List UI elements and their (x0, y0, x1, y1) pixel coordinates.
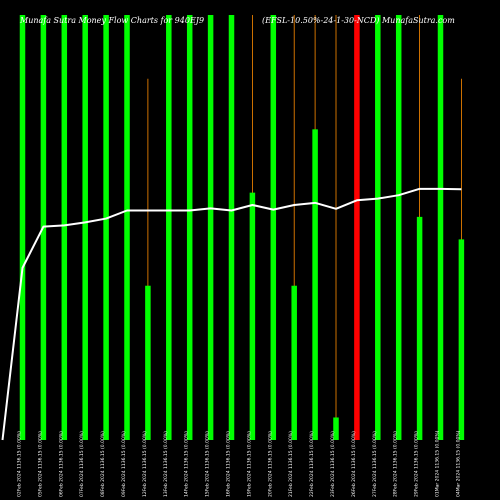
x-tick-label: 27Feb 2024 1136.15 (0.00%) (372, 431, 378, 497)
x-tick-label: 29Feb 2024 1136.15 (0.00%) (414, 431, 420, 497)
chart-bar (437, 15, 444, 440)
x-tick-label: 12Feb 2024 1136.15 (0.00%) (142, 431, 148, 497)
x-axis-labels: 02Feb 2024 1136.15 (0.00%) 05Feb 2024 113… (17, 430, 462, 497)
chart-bar (124, 15, 130, 440)
bars-layer (19, 15, 465, 440)
x-tick-label: 02Feb 2024 1136.15 (0.00%) (17, 431, 23, 497)
chart-bar (61, 15, 68, 440)
x-tick-label: 26Feb 2024 1136.15 (0.00%) (351, 431, 357, 497)
chart-bar (207, 15, 214, 440)
x-tick-label: 22Feb 2024 1136.15 (0.00%) (309, 431, 315, 497)
x-tick-label: 07Feb 2024 1136.15 (0.00%) (79, 431, 85, 497)
x-tick-label: 21Feb 2024 1136.15 (0.00%) (288, 431, 294, 497)
chart-bar (103, 15, 109, 440)
chart-title-right: (EFSL-10.50%-24-1-30-NCD) MunafaSutra.co… (262, 16, 455, 25)
chart-bar (333, 417, 339, 440)
chart-bar (375, 15, 381, 440)
money-flow-line (1, 187, 462, 441)
chart-bar (186, 15, 193, 440)
x-tick-label: 23Feb 2024 1136.15 (0.00%) (330, 431, 336, 497)
x-tick-label: 08Feb 2024 1136.15 (0.00%) (100, 431, 106, 497)
chart-bar (416, 216, 423, 440)
x-tick-label: 04Mar 2024 1136.15 (0.00%) (455, 430, 461, 497)
chart-bar (249, 192, 256, 440)
chart-bar (145, 285, 151, 440)
chart-bar (82, 15, 88, 440)
chart-bar (270, 15, 277, 440)
x-tick-label: 01Mar 2024 1136.15 (0.00%) (435, 430, 441, 497)
x-tick-label: 19Feb 2024 1136.15 (0.00%) (246, 431, 252, 497)
chart-bar (395, 15, 402, 440)
x-tick-label: 14Feb 2024 1136.15 (0.00%) (184, 431, 190, 497)
x-tick-label: 13Feb 2024 1136.15 (0.00%) (163, 431, 169, 497)
x-tick-label: 20Feb 2024 1136.15 (0.00%) (267, 431, 273, 497)
x-tick-label: 28Feb 2024 1136.15 (0.00%) (393, 431, 399, 497)
chart-bar (354, 15, 360, 440)
chart-bar (166, 15, 172, 440)
chart-bar (291, 285, 297, 440)
line-layer (1, 187, 462, 441)
x-tick-label: 06Feb 2024 1136.15 (0.00%) (58, 431, 64, 497)
chart-bar (458, 239, 465, 440)
chart-bar (312, 129, 318, 440)
x-tick-label: 15Feb 2024 1136.15 (0.00%) (205, 431, 211, 497)
chart-bar (228, 15, 235, 440)
x-tick-label: 09Feb 2024 1136.15 (0.00%) (121, 431, 127, 497)
x-tick-label: 16Feb 2024 1136.15 (0.00%) (226, 431, 232, 497)
x-tick-label: 05Feb 2024 1136.15 (0.00%) (37, 431, 43, 497)
chart-title-left: Munafa Sutra Money Flow Charts for 940EJ… (19, 16, 204, 25)
chart-bar (19, 15, 26, 440)
